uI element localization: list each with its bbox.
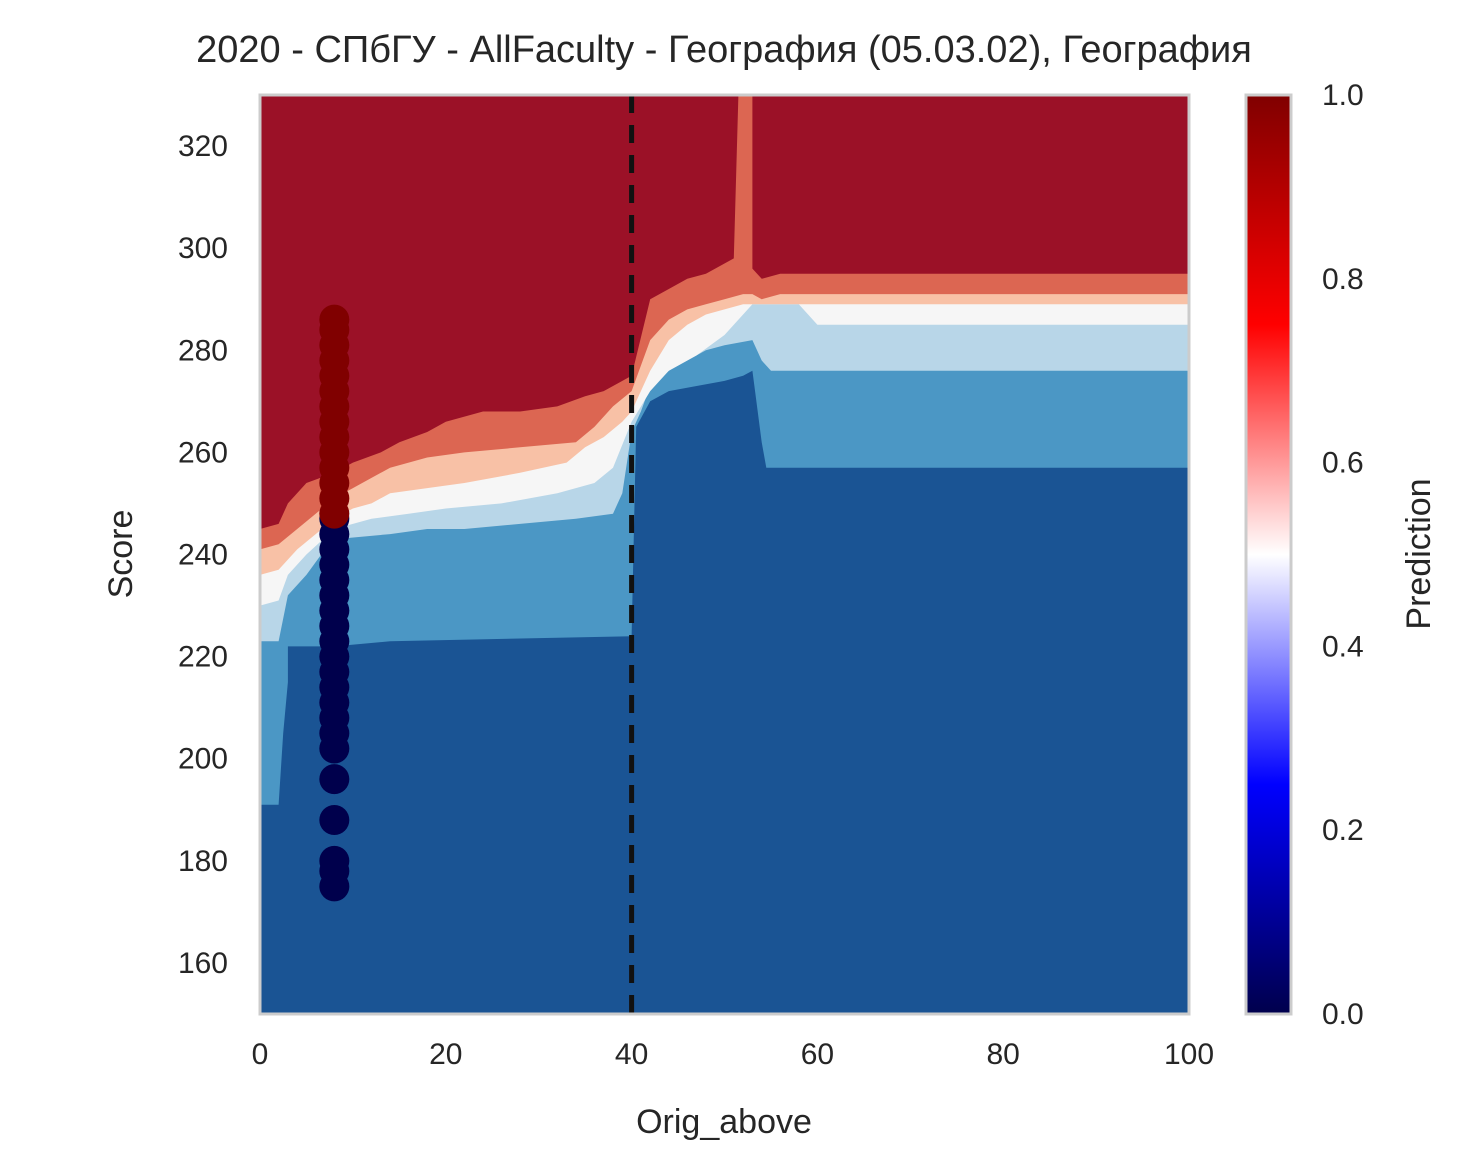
colorbar-gradient [1246, 95, 1291, 1014]
plot-frame [258, 93, 1191, 1016]
scatter-point-low-4 [319, 764, 350, 795]
colorbar-tick-label: 0.0 [1322, 998, 1364, 1031]
colorbar-label: Prediction [1400, 478, 1438, 629]
x-ticks: 0 20 40 60 80 100 [252, 1038, 1214, 1071]
y-tick-label: 320 [178, 130, 228, 163]
y-tick-label: 160 [178, 947, 228, 980]
scatter-points [319, 304, 350, 902]
y-tick-label: 240 [178, 539, 228, 572]
colorbar-ticks: 0.0 0.2 0.4 0.6 0.8 1.0 [1322, 79, 1364, 1031]
y-tick-label: 300 [178, 232, 228, 265]
y-tick-label: 260 [178, 436, 228, 469]
scatter-point-high-13 [319, 304, 350, 335]
colorbar-tick-label: 0.4 [1322, 630, 1364, 663]
x-tick-label: 0 [252, 1038, 269, 1071]
scatter-point-low-3 [319, 804, 350, 835]
colorbar-frame [1244, 93, 1293, 1016]
contour-band-6 [260, 95, 1189, 529]
x-axis-label: Orig_above [636, 1103, 812, 1141]
scatter-point-low-2 [319, 845, 350, 876]
chart-title: 2020 - СПбГУ - AllFaculty - География (0… [196, 29, 1252, 71]
x-tick-label: 100 [1164, 1038, 1214, 1071]
colorbar-tick-label: 0.8 [1322, 263, 1364, 296]
colorbar-tick-label: 0.6 [1322, 447, 1364, 480]
colorbar-tick-label: 0.2 [1322, 814, 1364, 847]
x-tick-label: 40 [615, 1038, 648, 1071]
colorbar-tick-label: 1.0 [1322, 79, 1364, 112]
y-tick-label: 200 [178, 743, 228, 776]
contour-fill [260, 95, 1189, 1014]
y-tick-label: 220 [178, 641, 228, 674]
x-tick-label: 20 [429, 1038, 462, 1071]
y-axis-label: Score [102, 510, 140, 599]
x-tick-label: 80 [987, 1038, 1020, 1071]
y-ticks: 160 180 200 220 240 260 280 300 320 [178, 130, 228, 980]
y-tick-label: 280 [178, 334, 228, 367]
y-tick-label: 180 [178, 845, 228, 878]
x-tick-label: 60 [801, 1038, 834, 1071]
